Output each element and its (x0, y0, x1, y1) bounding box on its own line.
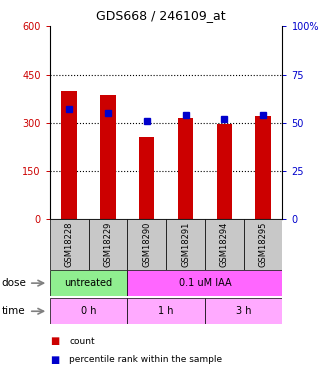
Text: dose: dose (2, 278, 26, 288)
Text: 0 h: 0 h (81, 306, 96, 316)
Bar (205, 219, 244, 270)
Text: GDS668 / 246109_at: GDS668 / 246109_at (96, 9, 225, 22)
Text: GSM18228: GSM18228 (65, 222, 74, 267)
Text: 3 h: 3 h (236, 306, 251, 316)
Bar (89, 219, 127, 270)
Bar (127, 270, 282, 296)
Text: percentile rank within the sample: percentile rank within the sample (69, 356, 222, 364)
Bar (61, 91, 77, 219)
Text: ■: ■ (50, 336, 59, 346)
Bar (217, 124, 232, 219)
Bar (255, 116, 271, 219)
Text: 0.1 uM IAA: 0.1 uM IAA (178, 278, 231, 288)
Bar (50, 219, 89, 270)
Bar (139, 137, 154, 219)
Text: ■: ■ (50, 355, 59, 365)
Text: 1 h: 1 h (158, 306, 174, 316)
Bar (50, 270, 127, 296)
Text: count: count (69, 337, 95, 346)
Bar (100, 96, 116, 219)
Bar (50, 298, 127, 324)
Text: GSM18295: GSM18295 (259, 222, 268, 267)
Text: GSM18294: GSM18294 (220, 222, 229, 267)
Bar (166, 219, 205, 270)
Bar (244, 219, 282, 270)
Text: GSM18229: GSM18229 (103, 222, 112, 267)
Bar (127, 219, 166, 270)
Text: GSM18291: GSM18291 (181, 222, 190, 267)
Bar (127, 298, 205, 324)
Text: GSM18290: GSM18290 (142, 222, 151, 267)
Text: time: time (2, 306, 25, 316)
Text: untreated: untreated (65, 278, 113, 288)
Bar (178, 118, 193, 219)
Bar (205, 298, 282, 324)
